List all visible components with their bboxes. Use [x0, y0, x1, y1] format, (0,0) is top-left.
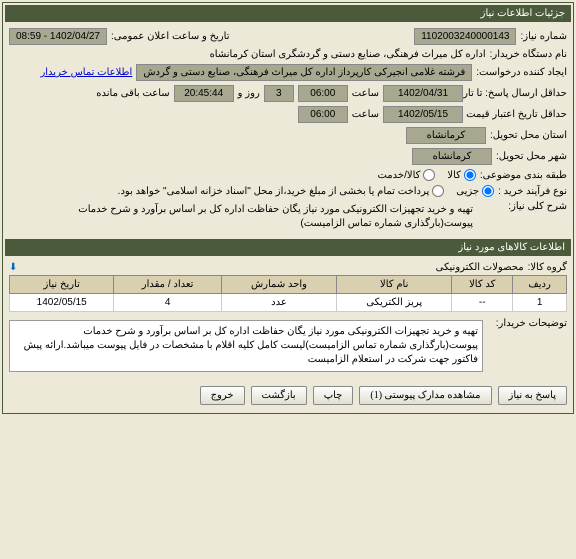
saat-label-2: ساعت — [352, 109, 379, 120]
radio-partial-input[interactable] — [482, 185, 494, 197]
days-val: 3 — [264, 85, 294, 102]
creator-label: ایجاد کننده درخواست: — [476, 67, 567, 78]
col-date: تاریخ نیاز — [10, 276, 114, 294]
countdown: 20:45:44 — [174, 85, 234, 102]
cell-code: -- — [452, 294, 513, 312]
cell-qty: 4 — [114, 294, 221, 312]
radio-partial[interactable]: جزیی — [456, 185, 494, 197]
row-class: طبقه بندی موضوعی: کالا کالا/خدمت — [9, 167, 567, 183]
table-row: 1 -- پریز الکتریکی عدد 4 1402/05/15 — [10, 294, 567, 312]
table-header-row: ردیف کد کالا نام کالا واحد شمارش تعداد /… — [10, 276, 567, 294]
items-table: ردیف کد کالا نام کالا واحد شمارش تعداد /… — [9, 275, 567, 312]
row-buyer-desc: توضیحات خریدار: تهیه و خرید تجهیزات الکت… — [9, 316, 567, 376]
city2-label: شهر محل تحویل: — [496, 151, 567, 162]
attachments-button[interactable]: مشاهده مدارک پیوستی (1) — [359, 386, 491, 405]
validity-date: 1402/05/15 — [383, 106, 463, 123]
need-no-value: 1102003240000143 — [414, 28, 516, 45]
section2-header: اطلاعات کالاهای مورد نیاز — [5, 239, 571, 256]
creator-value: فرشته غلامی انجیرکی کارپرداز اداره کل می… — [136, 64, 472, 81]
deadline-date: 1402/04/31 — [383, 85, 463, 102]
radio-full-input[interactable] — [432, 185, 444, 197]
cell-date: 1402/05/15 — [10, 294, 114, 312]
row-deadline: حداقل ارسال پاسخ: تا تاریخ: 1402/04/31 س… — [9, 83, 567, 104]
announce-value: 1402/04/27 - 08:59 — [9, 28, 107, 45]
col-name: نام کالا — [337, 276, 452, 294]
exit-button[interactable]: خروج — [200, 386, 245, 405]
roz-label: روز و — [238, 88, 260, 99]
panel-header: جزئیات اطلاعات نیاز — [5, 5, 571, 22]
desc-title-label: شرح کلی نیاز: — [497, 201, 567, 212]
button-row: پاسخ به نیاز مشاهده مدارک پیوستی (1) چاپ… — [5, 380, 571, 411]
buy-type-radio-group: جزیی پرداخت تمام یا بخشی از مبلغ خرید،از… — [118, 185, 494, 197]
desc-title: تهیه و خرید تجهیزات الکترونیکی مورد نیاز… — [9, 201, 493, 233]
main-panel: جزئیات اطلاعات نیاز شماره نیاز: 11020032… — [2, 2, 574, 414]
respond-button[interactable]: پاسخ به نیاز — [498, 386, 568, 405]
group-value: محصولات الکترونیکی — [436, 262, 524, 273]
row-creator: ایجاد کننده درخواست: فرشته غلامی انجیرکی… — [9, 62, 567, 83]
saat-label-1: ساعت — [352, 88, 379, 99]
city-label: استان محل تحویل: — [490, 130, 567, 141]
remain-label: ساعت باقی مانده — [96, 88, 169, 99]
col-code: کد کالا — [452, 276, 513, 294]
col-qty: تعداد / مقدار — [114, 276, 221, 294]
radio-khadamat-input[interactable] — [423, 169, 435, 181]
print-button[interactable]: چاپ — [313, 386, 354, 405]
class-radio-group: کالا کالا/خدمت — [377, 169, 475, 181]
row-buyer: نام دستگاه خریدار: اداره کل میراث فرهنگی… — [9, 47, 567, 62]
cell-unit: عدد — [221, 294, 336, 312]
cell-row: 1 — [513, 294, 567, 312]
buyer-desc-label: توضیحات خریدار: — [487, 318, 567, 329]
radio-full[interactable]: پرداخت تمام یا بخشی از مبلغ خرید،از محل … — [118, 185, 445, 197]
validity-label: حداقل تاریخ اعتبار قیمت تا تاریخ: — [467, 109, 567, 120]
cell-name: پریز الکتریکی — [337, 294, 452, 312]
deadline-label: حداقل ارسال پاسخ: تا تاریخ: — [467, 88, 567, 99]
row-need-no: شماره نیاز: 1102003240000143 تاریخ و ساع… — [9, 26, 567, 47]
section2-body: گروه کالا: محصولات الکترونیکی ⬇ ردیف کد … — [5, 256, 571, 380]
back-button[interactable]: بازگشت — [251, 386, 307, 405]
need-no-label: شماره نیاز: — [520, 31, 567, 42]
contact-link[interactable]: اطلاعات تماس خریدار — [40, 67, 132, 78]
col-row: ردیف — [513, 276, 567, 294]
radio-kala[interactable]: کالا — [447, 169, 476, 181]
city2-value: کرمانشاه — [412, 148, 492, 165]
row-group: گروه کالا: محصولات الکترونیکی ⬇ — [9, 260, 567, 275]
panel-body: شماره نیاز: 1102003240000143 تاریخ و ساع… — [5, 22, 571, 239]
download-icon[interactable]: ⬇ — [9, 262, 17, 273]
buy-type-label: نوع فرآیند خرید : — [498, 186, 567, 197]
class-label: طبقه بندی موضوعی: — [480, 170, 567, 181]
row-city2: شهر محل تحویل: کرمانشاه — [9, 146, 567, 167]
col-unit: واحد شمارش — [221, 276, 336, 294]
announce-label: تاریخ و ساعت اعلان عمومی: — [111, 31, 230, 42]
deadline-time: 06:00 — [298, 85, 348, 102]
row-validity: حداقل تاریخ اعتبار قیمت تا تاریخ: 1402/0… — [9, 104, 567, 125]
group-label: گروه کالا: — [528, 262, 567, 273]
row-buy-type: نوع فرآیند خرید : جزیی پرداخت تمام یا بخ… — [9, 183, 567, 199]
buyer-value: اداره کل میراث فرهنگی، صنایع دستی و گردش… — [210, 49, 486, 60]
radio-kala-input[interactable] — [464, 169, 476, 181]
buyer-desc: تهیه و خرید تجهیزات الکترونیکی مورد نیاز… — [9, 320, 483, 372]
row-desc: شرح کلی نیاز: تهیه و خرید تجهیزات الکترو… — [9, 199, 567, 235]
radio-khadamat[interactable]: کالا/خدمت — [377, 169, 435, 181]
buyer-label: نام دستگاه خریدار: — [490, 49, 567, 60]
validity-time: 06:00 — [298, 106, 348, 123]
city-value: کرمانشاه — [406, 127, 486, 144]
row-city1: استان محل تحویل: کرمانشاه — [9, 125, 567, 146]
